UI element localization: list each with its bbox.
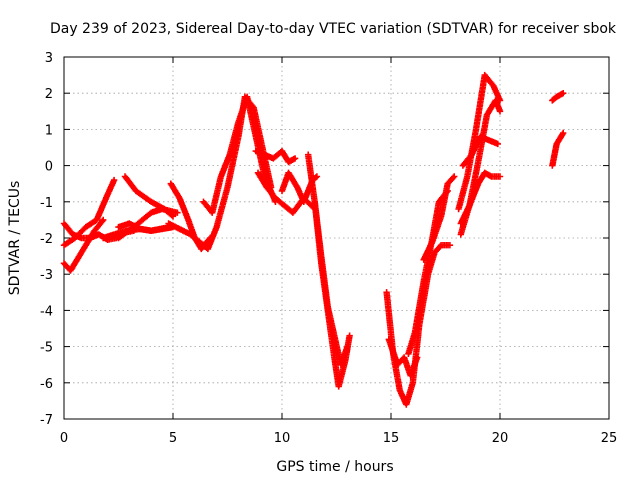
y-tick-label: 0 bbox=[45, 160, 53, 175]
series-track-24 bbox=[549, 90, 567, 104]
x-tick-label: 10 bbox=[274, 431, 291, 446]
series-track-19 bbox=[420, 173, 458, 263]
x-tick-label: 20 bbox=[492, 431, 509, 446]
y-tick-label: -7 bbox=[40, 413, 53, 428]
data-point-cloud bbox=[457, 169, 504, 227]
series-track-7 bbox=[115, 220, 177, 234]
y-tick-label: 1 bbox=[45, 123, 53, 138]
x-tick-label: 0 bbox=[60, 431, 68, 446]
chart-title: Day 239 of 2023, Sidereal Day-to-day VTE… bbox=[50, 21, 617, 37]
data-point-cloud bbox=[60, 216, 107, 274]
x-tick-label: 25 bbox=[601, 431, 618, 446]
series-track-15 bbox=[311, 198, 351, 368]
axes: 0 5 10 15 20 25 -7 -6 -5 -4 -3 -2 -1 0 1 2 3 bbox=[40, 51, 617, 446]
series-track-11 bbox=[252, 147, 299, 166]
plot-frame bbox=[63, 56, 610, 420]
y-axis-label: SDTVAR / TECUs bbox=[7, 181, 23, 296]
series-track-25 bbox=[549, 129, 567, 169]
series-track-17 bbox=[385, 336, 421, 379]
y-tick-label: 3 bbox=[45, 51, 53, 66]
data-point-cloud bbox=[549, 129, 567, 169]
x-axis-label: GPS time / hours bbox=[276, 459, 393, 475]
data-point-cloud bbox=[115, 220, 177, 234]
y-tick-label: -1 bbox=[40, 196, 53, 211]
x-tick-label: 15 bbox=[383, 431, 400, 446]
data-point-cloud bbox=[60, 176, 118, 249]
y-tick-label: -2 bbox=[40, 232, 53, 247]
series-track-22 bbox=[459, 133, 501, 169]
series-track-23 bbox=[457, 169, 504, 227]
y-tick-label: -6 bbox=[40, 377, 53, 392]
series-track-3 bbox=[60, 176, 118, 249]
data-point-cloud bbox=[385, 336, 421, 379]
y-tick-label: -4 bbox=[40, 304, 53, 319]
x-tick-label: 5 bbox=[169, 431, 177, 446]
data-point-cloud bbox=[311, 198, 351, 368]
data-marks bbox=[60, 71, 567, 408]
series-track-1 bbox=[60, 216, 107, 274]
y-tick-label: -5 bbox=[40, 341, 53, 356]
grid bbox=[64, 57, 609, 419]
data-point-cloud bbox=[252, 147, 299, 166]
data-point-cloud bbox=[420, 173, 458, 263]
data-point-cloud bbox=[459, 133, 501, 169]
y-tick-label: -3 bbox=[40, 268, 53, 283]
y-tick-label: 2 bbox=[45, 87, 53, 102]
data-point-cloud bbox=[549, 90, 567, 104]
